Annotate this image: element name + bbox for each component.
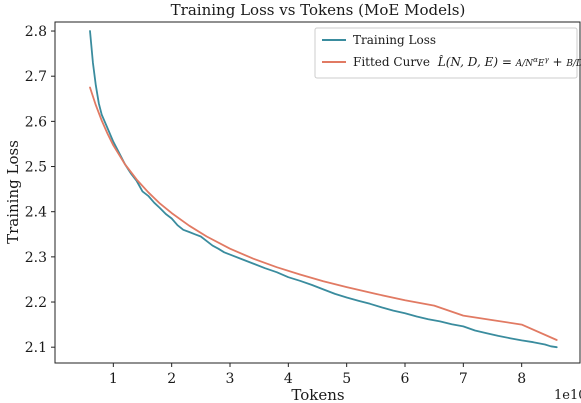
legend-frame [314, 27, 578, 79]
y-tick-label: 2.4 [25, 205, 47, 221]
x-tick-label: 6 [401, 371, 410, 387]
series-line-fitted-curve [89, 86, 558, 341]
legend-label-fitted-curve: Fitted Curve L̂(N, D, E) = A/NαEγ + B/Dβ… [353, 54, 581, 69]
x-axis: 1 2 3 4 5 6 7 8 [109, 363, 526, 387]
fitted-curve-frac-a: A/NαEγ [515, 56, 550, 69]
y-tick-label: 2.8 [25, 24, 47, 40]
x-axis-offset-label: 1e10 [554, 388, 581, 403]
y-tick-label: 2.7 [25, 69, 47, 85]
y-tick-label: 2.5 [25, 160, 47, 176]
plot-area-frame [54, 21, 581, 364]
x-tick-label: 8 [517, 371, 526, 387]
y-axis-title: Training Loss [4, 140, 22, 244]
legend: Training Loss Fitted Curve L̂(N, D, E) =… [314, 27, 581, 79]
fitted-curve-name: Fitted Curve [353, 55, 430, 69]
legend-label-training-loss: Training Loss [353, 33, 436, 47]
series-layer [89, 30, 558, 349]
x-tick-label: 7 [459, 371, 468, 387]
fitted-curve-plus: + [552, 55, 566, 69]
x-tick-label: 1 [109, 371, 118, 387]
y-axis: 2.1 2.2 2.3 2.4 2.5 2.6 2.7 2.8 [25, 24, 55, 356]
y-tick-label: 2.2 [25, 295, 47, 311]
x-tick-label: 5 [342, 371, 351, 387]
y-tick-label: 2.3 [25, 250, 47, 266]
x-tick-label: 3 [226, 371, 235, 387]
x-axis-title: Tokens [291, 386, 344, 403]
y-tick-label: 2.1 [25, 340, 47, 356]
chart-title: Training Loss vs Tokens (MoE Models) [171, 1, 466, 19]
x-tick-label: 4 [284, 371, 293, 387]
x-tick-label: 2 [167, 371, 176, 387]
fitted-curve-frac-b: B/Dβ [565, 56, 581, 69]
y-tick-label: 2.6 [25, 114, 47, 130]
fitted-curve-formula: L̂(N, D, E) = [437, 54, 516, 69]
